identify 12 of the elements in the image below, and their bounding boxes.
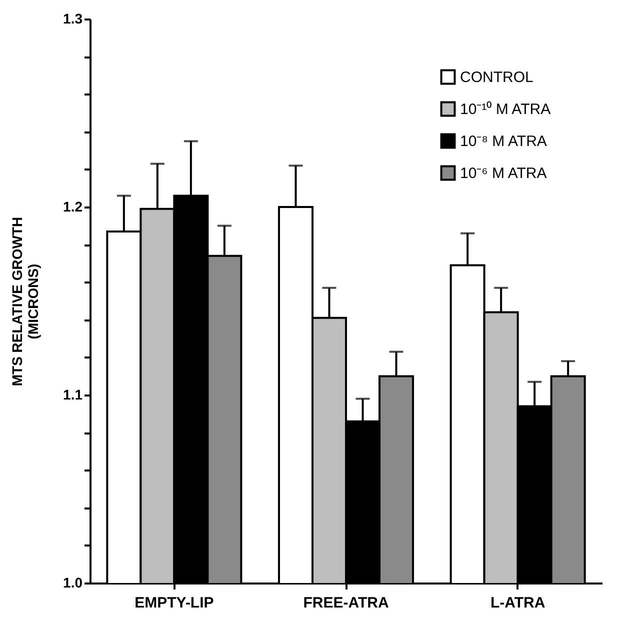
legend-label: 10⁻⁸ M ATRA xyxy=(460,133,547,150)
x-tick-label: FREE-ATRA xyxy=(303,594,389,612)
legend-label: CONTROL xyxy=(460,69,534,86)
x-tick-label: EMPTY-LIP xyxy=(134,594,214,612)
legend-label: 10⁻⁶ M ATRA xyxy=(460,165,547,182)
x-tick-label: L-ATRA xyxy=(490,594,546,612)
y-tick-label: 1.0 xyxy=(63,574,83,590)
y-axis-title: MTS RELATIVE GROWTH (MICRONS) xyxy=(9,216,42,386)
y-tick-label: 1.2 xyxy=(63,198,83,214)
legend-label: 10⁻¹⁰ M ATRA xyxy=(460,101,551,118)
y-tick-label: 1.3 xyxy=(63,10,83,26)
y-tick-label: 1.1 xyxy=(63,386,83,402)
